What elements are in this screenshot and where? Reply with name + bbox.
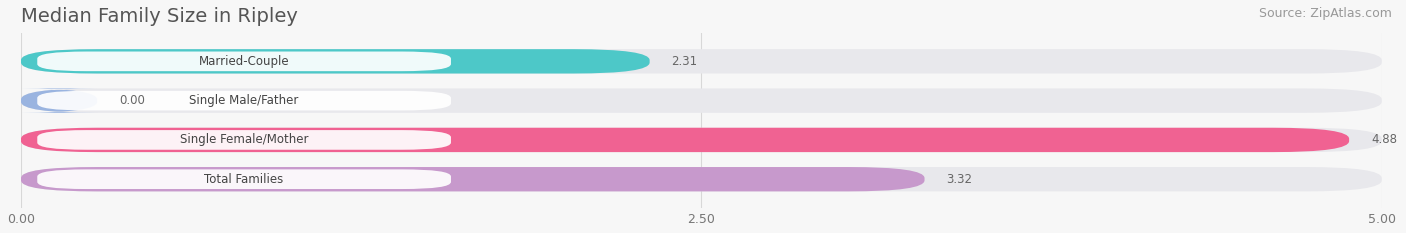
Text: Median Family Size in Ripley: Median Family Size in Ripley	[21, 7, 298, 26]
FancyBboxPatch shape	[38, 130, 451, 150]
Text: 4.88: 4.88	[1371, 134, 1398, 146]
FancyBboxPatch shape	[38, 169, 451, 189]
FancyBboxPatch shape	[21, 128, 1382, 152]
FancyBboxPatch shape	[21, 89, 1382, 113]
FancyBboxPatch shape	[21, 49, 650, 74]
Text: Source: ZipAtlas.com: Source: ZipAtlas.com	[1258, 7, 1392, 20]
FancyBboxPatch shape	[21, 167, 925, 191]
Text: 0.00: 0.00	[120, 94, 145, 107]
FancyBboxPatch shape	[38, 51, 451, 71]
Text: Single Female/Mother: Single Female/Mother	[180, 134, 308, 146]
FancyBboxPatch shape	[38, 91, 451, 110]
Text: Married-Couple: Married-Couple	[198, 55, 290, 68]
Text: 3.32: 3.32	[946, 173, 973, 186]
Text: 2.31: 2.31	[672, 55, 697, 68]
Text: Total Families: Total Families	[204, 173, 284, 186]
FancyBboxPatch shape	[21, 49, 1382, 74]
FancyBboxPatch shape	[21, 167, 1382, 191]
FancyBboxPatch shape	[21, 128, 1350, 152]
FancyBboxPatch shape	[21, 89, 97, 113]
Text: Single Male/Father: Single Male/Father	[190, 94, 299, 107]
